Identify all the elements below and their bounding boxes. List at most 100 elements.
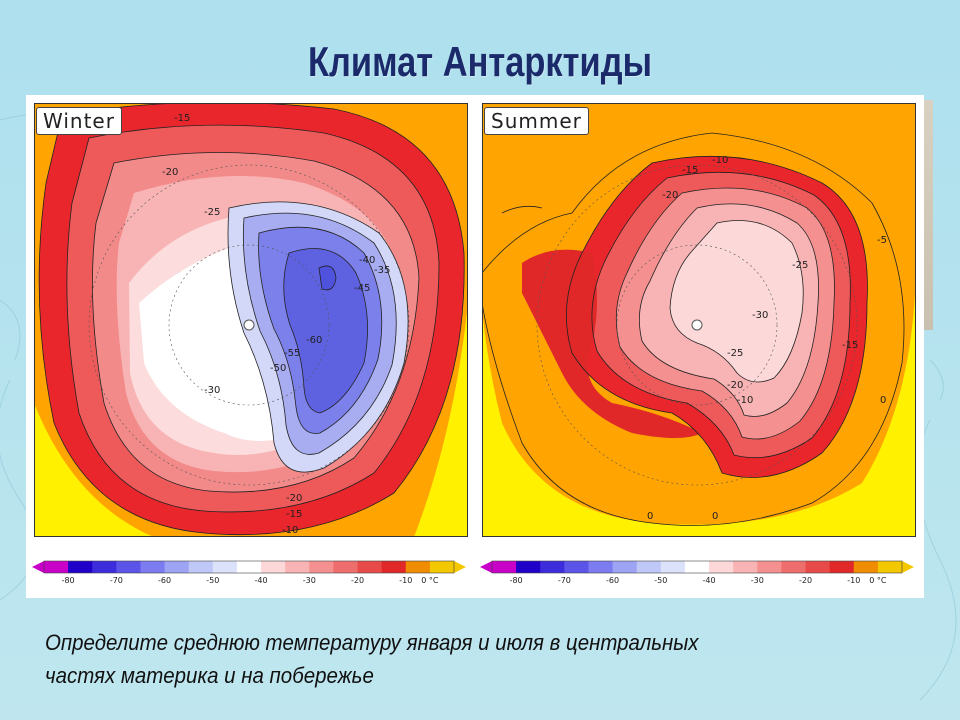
scale-tick-label: -10 <box>399 576 412 585</box>
scale-swatch <box>660 561 686 573</box>
scale-tick-label: -30 <box>303 576 316 585</box>
scale-tick-label: -20 <box>351 576 364 585</box>
scale-swatch <box>516 561 541 573</box>
contour-label: -45 <box>354 283 370 294</box>
contour-label: -20 <box>286 493 302 504</box>
scale-swatch <box>92 561 117 573</box>
contour-label: -50 <box>270 363 286 374</box>
winter-latitude-circles <box>88 164 410 486</box>
summer-contours <box>482 132 905 526</box>
winter-zone-yellow-corner-br <box>414 303 468 537</box>
winter-map: -15 -20 -25 -30 -35 -40 -45 -50 -55 -60 … <box>34 103 468 537</box>
scale-swatch <box>829 561 855 573</box>
scale-arrow-low <box>32 561 44 573</box>
scale-swatch <box>636 561 662 573</box>
winter-contours <box>38 103 465 535</box>
contour-label: 0 <box>712 511 718 522</box>
scale-swatch <box>44 561 69 573</box>
scale-arrow-high <box>454 561 466 573</box>
scale-swatch <box>285 561 310 573</box>
contour-label: -25 <box>204 207 220 218</box>
summer-zone-pink3 <box>670 220 804 382</box>
scale-swatch <box>261 561 286 573</box>
contour-label: -25 <box>727 348 743 359</box>
contour-label: 0 <box>880 395 886 406</box>
scale-tick-label: -40 <box>255 576 268 585</box>
scale-tick-label: 0 °C <box>421 576 439 585</box>
scale-tick-label: -60 <box>158 576 171 585</box>
contour-label: -5 <box>877 235 887 246</box>
scale-swatch <box>781 561 806 573</box>
contour-label: -20 <box>662 190 678 201</box>
scale-swatch <box>140 561 165 573</box>
scale-swatch <box>709 561 734 573</box>
scale-swatch <box>877 561 903 573</box>
summer-latitude-circles <box>536 164 858 486</box>
scale-tick-label: -20 <box>799 576 812 585</box>
summer-map-frame <box>482 103 916 537</box>
question-line-1: Определите среднюю температуру января и … <box>45 630 699 655</box>
summer-label: Summer <box>484 107 589 135</box>
summer-map: -10 -15 -20 -25 -30 -25 -20 -15 -10 -5 0… <box>482 103 916 537</box>
scale-swatch <box>540 561 565 573</box>
scale-tick-label: -40 <box>703 576 716 585</box>
scale-swatch <box>357 561 383 573</box>
contour-label: -30 <box>204 385 220 396</box>
scale-swatch <box>684 561 710 573</box>
question-text: Определите среднюю температуру января и … <box>45 626 863 692</box>
south-pole-marker <box>243 319 255 331</box>
scale-tick-label: -80 <box>62 576 75 585</box>
scale-swatch <box>588 561 613 573</box>
contour-label: -15 <box>286 509 302 520</box>
scale-swatch <box>429 561 455 573</box>
scale-swatch <box>188 561 214 573</box>
scale-swatch <box>733 561 758 573</box>
contour-label: -15 <box>682 165 698 176</box>
scale-tick-label: -50 <box>206 576 219 585</box>
contour-label: -10 <box>737 395 753 406</box>
scale-swatch <box>309 561 334 573</box>
scale-swatch <box>492 561 517 573</box>
contour-label: -40 <box>359 255 375 266</box>
contour-label: -25 <box>792 260 808 271</box>
scale-swatch <box>757 561 782 573</box>
scale-swatch <box>68 561 93 573</box>
scale-swatch <box>564 561 589 573</box>
scale-swatch <box>333 561 358 573</box>
contour-label: -20 <box>162 167 178 178</box>
page-title: Климат Антарктиды <box>308 38 652 85</box>
scale-tick-label: -50 <box>654 576 667 585</box>
scale-tick-label: -70 <box>110 576 123 585</box>
contour-label: -10 <box>712 155 728 166</box>
contour-label: -20 <box>727 380 743 391</box>
winter-label: Winter <box>36 107 122 135</box>
scale-swatch <box>236 561 262 573</box>
scale-tick-label: -30 <box>751 576 764 585</box>
contour-label: -10 <box>282 525 298 536</box>
winter-map-frame <box>34 103 468 537</box>
scale-tick-label: -10 <box>847 576 860 585</box>
summer-zone-dark-peninsula <box>522 249 702 438</box>
side-strip <box>924 100 933 330</box>
scale-swatch <box>164 561 190 573</box>
winter-zone-yellow-corner-bl <box>34 403 154 537</box>
scale-border <box>491 560 903 574</box>
question-line-2: частях материка и на побережье <box>45 663 374 688</box>
scale-swatch <box>212 561 238 573</box>
contour-label: -30 <box>752 310 768 321</box>
scale-tick-label: 0 °C <box>869 576 887 585</box>
scale-swatch <box>116 561 141 573</box>
scale-swatch <box>381 561 407 573</box>
scale-border <box>43 560 455 574</box>
scale-tick-label: -60 <box>606 576 619 585</box>
south-pole-marker <box>691 319 703 331</box>
climate-maps-panel: -15 -20 -25 -30 -35 -40 -45 -50 -55 -60 … <box>26 95 924 598</box>
contour-label: -15 <box>174 113 190 124</box>
contour-label: -15 <box>842 340 858 351</box>
winter-zone-blue3 <box>283 248 368 413</box>
contour-label: -55 <box>284 348 300 359</box>
contour-label: -35 <box>374 265 390 276</box>
scale-arrow-high <box>902 561 914 573</box>
scale-swatch <box>405 561 431 573</box>
scale-tick-label: -80 <box>510 576 523 585</box>
